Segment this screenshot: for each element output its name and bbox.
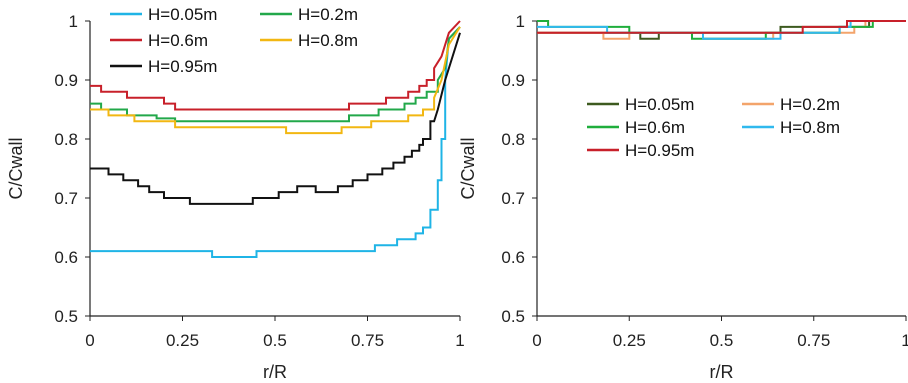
legend-label: H=0.05m [148,5,217,24]
x-axis-label: r/R [710,362,734,382]
y-tick-label: 0.6 [54,248,78,267]
legend-label: H=0.6m [148,31,208,50]
y-tick-label: 0.7 [501,189,525,208]
y-tick-label: 0.8 [54,130,78,149]
x-tick-label: 0 [85,331,94,350]
legend-label: H=0.6m [625,118,685,137]
legend-label: H=0.05m [625,95,694,114]
series-line-h005m [90,26,461,258]
x-tick-label: 0.5 [263,331,287,350]
x-tick-label: 0 [532,331,541,350]
y-tick-label: 1 [69,12,78,31]
series-line-h08m [90,26,461,135]
y-tick-label: 0.5 [501,307,525,326]
y-tick-label: 0.5 [54,307,78,326]
y-tick-label: 0.7 [54,189,78,208]
series-line-h06m [90,20,461,111]
series-line-h095m [90,32,461,205]
legend-label: H=0.95m [148,57,217,76]
x-tick-label: 0.25 [613,331,646,350]
legend-label: H=0.8m [780,118,840,137]
x-axis-label: r/R [263,362,287,382]
y-tick-label: 0.9 [501,71,525,90]
legend-label: H=0.8m [298,31,358,50]
y-axis-label: C/Cwall [458,137,478,199]
x-tick-label: 1 [455,331,464,350]
legend-background [104,2,404,82]
x-tick-label: 0.25 [166,331,199,350]
y-tick-label: 0.9 [54,71,78,90]
legend-label: H=0.2m [780,95,840,114]
chart-right: 0.5 0.6 0.7 0.8 0.9 1 0 0.25 0.5 0.75 1 r/R C/Cwall H… [458,12,908,382]
chart-left: 0.5 0.6 0.7 0.8 0.9 1 0 0.25 0.5 0.75 1 r/R C/Cwall H… [6,2,465,382]
x-tick-label: 1 [901,331,908,350]
series-line-h08m [537,20,906,40]
y-tick-label: 1 [516,12,525,31]
y-tick-label: 0.6 [501,248,525,267]
y-axis-label: C/Cwall [6,137,26,199]
legend-label: H=0.2m [298,5,358,24]
x-tick-label: 0.5 [710,331,734,350]
x-tick-label: 0.75 [351,331,384,350]
series-line-h095m [537,20,906,34]
legend-label: H=0.95m [625,141,694,160]
y-tick-label: 0.8 [501,130,525,149]
x-tick-label: 0.75 [797,331,830,350]
